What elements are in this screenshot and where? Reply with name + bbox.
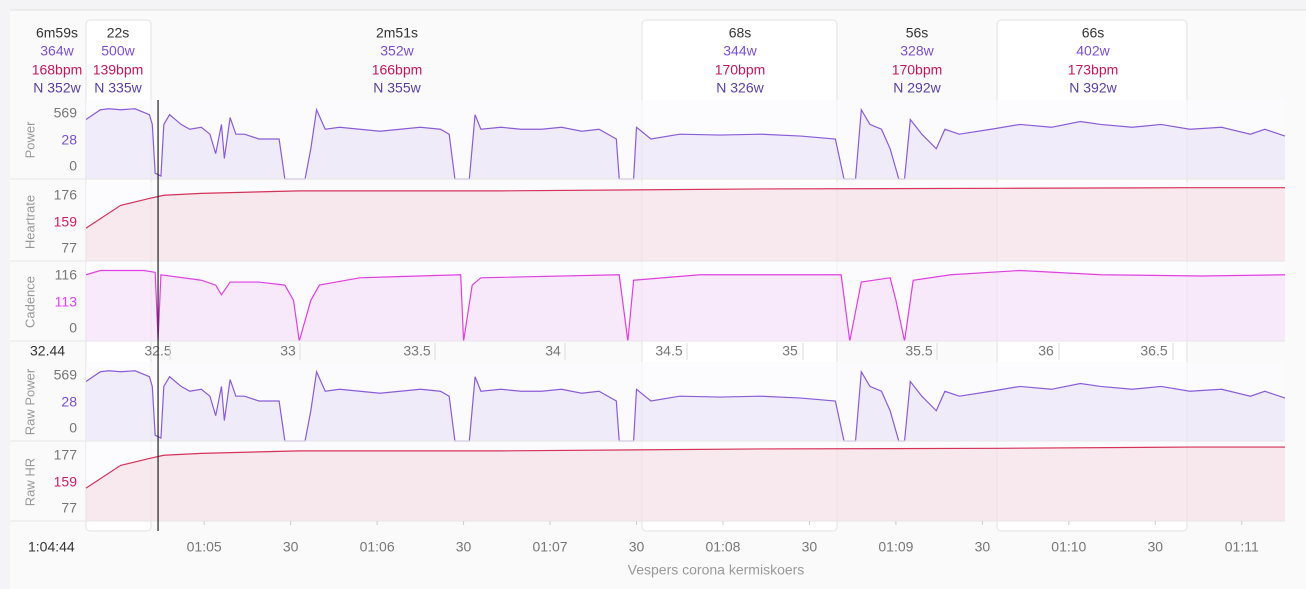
y-min-label: 0 — [69, 420, 77, 436]
interval-power: 402w — [1076, 43, 1110, 59]
x-tick-label: 30 — [629, 539, 645, 555]
line — [85, 369, 1286, 442]
line — [85, 187, 1285, 229]
interval-duration: 6m59s — [36, 25, 78, 41]
interval-normalized: N 326w — [716, 80, 764, 96]
y-min-label: 77 — [61, 500, 77, 516]
interval-duration: 68s — [729, 25, 752, 41]
interval-normalized: N 355w — [373, 80, 421, 96]
interval-power: 364w — [40, 43, 74, 59]
interval-power: 328w — [900, 43, 934, 59]
x-tick-label: 01:09 — [878, 539, 913, 555]
panel-title: Heartrate — [22, 195, 37, 249]
line-area — [86, 270, 1285, 341]
distance-tick-label: 35 — [782, 343, 798, 359]
interval-heartrate: 139bpm — [93, 62, 144, 78]
labels: 6m59s 364w 168bpm N 352w 22s 500w 139bpm N 335w… — [22, 25, 1259, 555]
x-tick-label: 01:05 — [187, 539, 222, 555]
line-area — [86, 370, 1285, 441]
panel-title: Raw HR — [22, 458, 37, 506]
interval-heartrate: 173bpm — [1068, 62, 1119, 78]
y-current-label: 159 — [54, 214, 78, 230]
interval-normalized: N 292w — [893, 80, 941, 96]
panel-bg — [86, 262, 1285, 341]
x-tick-label: 30 — [456, 539, 472, 555]
y-max-label: 177 — [54, 447, 78, 463]
interval-duration: 56s — [906, 25, 929, 41]
interval-heartrate: 170bpm — [892, 62, 943, 78]
panel-title: Raw Power — [22, 368, 37, 435]
line — [85, 269, 1286, 342]
distance-tick-label: 35.5 — [905, 343, 932, 359]
interval-duration: 22s — [107, 25, 130, 41]
x-tick-label: 01:11 — [1225, 539, 1259, 555]
interval-heartrate: 170bpm — [715, 62, 766, 78]
line-area — [86, 447, 1285, 521]
line-area — [86, 187, 1285, 261]
interval-duration: 66s — [1082, 25, 1105, 41]
interval-power: 344w — [723, 43, 757, 59]
line — [85, 107, 1286, 180]
distance-cursor: 32.44 — [30, 343, 65, 359]
line-area — [86, 108, 1285, 179]
interval-normalized: N 335w — [94, 80, 142, 96]
distance-tick-label: 33 — [280, 343, 296, 359]
distance-tick-label: 36.5 — [1140, 343, 1167, 359]
x-tick-label: 01:06 — [360, 539, 395, 555]
y-max-label: 569 — [54, 105, 78, 121]
y-min-label: 0 — [69, 158, 77, 174]
interval-normalized: N 352w — [33, 80, 81, 96]
distance-tick-label: 33.5 — [403, 343, 430, 359]
line — [85, 446, 1285, 489]
y-current-label: 28 — [61, 132, 77, 148]
panel-bg — [86, 182, 1285, 261]
interval-heartrate: 168bpm — [32, 62, 83, 78]
interval-power: 352w — [380, 43, 414, 59]
panel-title: Power — [22, 121, 37, 159]
panel-bg — [86, 362, 1285, 441]
panel-bg — [86, 100, 1285, 179]
y-current-label: 159 — [54, 474, 78, 490]
y-max-label: 116 — [55, 267, 78, 283]
plots — [10, 100, 1286, 522]
interval-power: 500w — [101, 43, 135, 59]
y-max-label: 176 — [54, 187, 78, 203]
panel-bg — [86, 442, 1285, 521]
x-tick-label: 01:07 — [533, 539, 568, 555]
x-tick-label: 01:10 — [1051, 539, 1086, 555]
y-min-label: 0 — [69, 320, 77, 336]
interval-heartrate: 166bpm — [372, 62, 423, 78]
x-tick-label: 30 — [975, 539, 991, 555]
distance-tick-label: 34 — [545, 343, 561, 359]
y-max-label: 569 — [54, 367, 78, 383]
y-current-label: 28 — [61, 394, 77, 410]
distance-tick-label: 34.5 — [655, 343, 682, 359]
x-tick-label: 01:08 — [705, 539, 740, 555]
y-min-label: 77 — [61, 240, 77, 256]
interval-normalized: N 392w — [1069, 80, 1117, 96]
interval-duration: 2m51s — [376, 25, 418, 41]
x-tick-label: 30 — [283, 539, 299, 555]
activity-name: Vespers corona kermiskoers — [628, 562, 805, 578]
x-tick-label: 30 — [802, 539, 818, 555]
x-tick-label: 30 — [1148, 539, 1164, 555]
y-current-label: 113 — [55, 294, 78, 310]
cursor-time: 1:04:44 — [28, 539, 75, 555]
distance-tick-label: 36 — [1038, 343, 1054, 359]
panel-title: Cadence — [22, 276, 37, 328]
